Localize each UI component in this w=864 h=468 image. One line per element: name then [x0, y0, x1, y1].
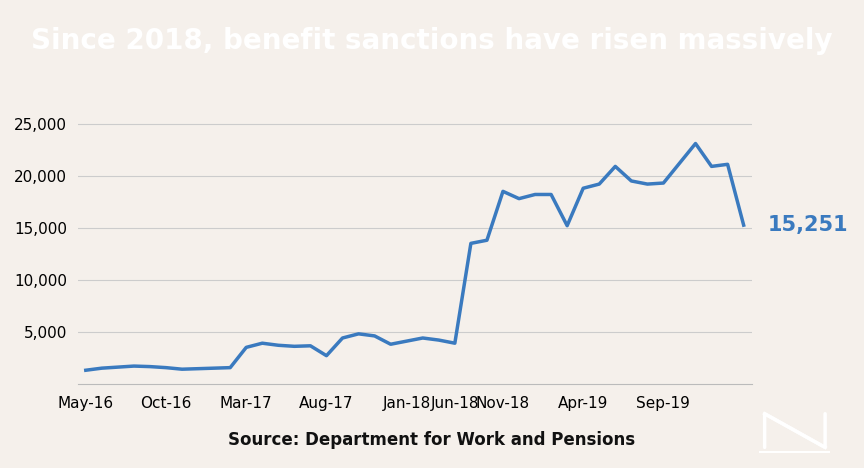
Text: Since 2018, benefit sanctions have risen massively: Since 2018, benefit sanctions have risen… — [31, 27, 833, 55]
Text: Source: Department for Work and Pensions: Source: Department for Work and Pensions — [228, 431, 636, 449]
Text: 15,251: 15,251 — [768, 215, 848, 235]
